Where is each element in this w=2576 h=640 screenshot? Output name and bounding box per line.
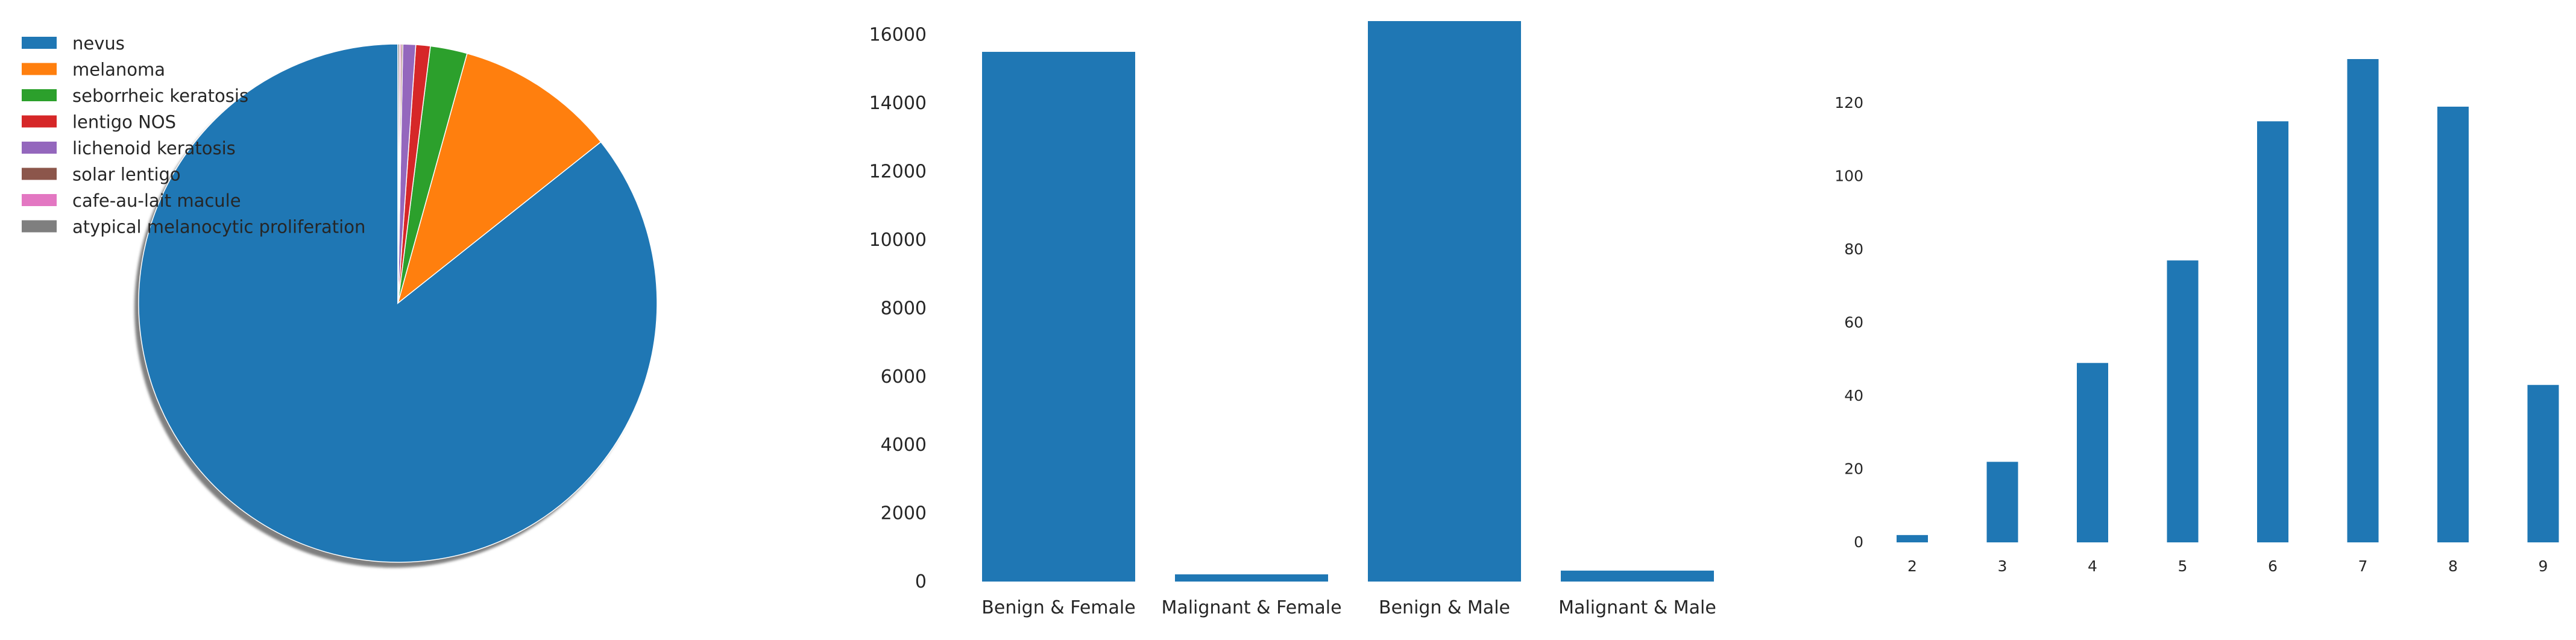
legend-label: nevus: [72, 33, 125, 54]
bar: [1561, 570, 1714, 582]
x-tick-label: Benign & Male: [1379, 597, 1510, 618]
pie-slice-melanoma: [397, 52, 602, 305]
y-tick-label: 8000: [881, 298, 927, 319]
pie-chart: [134, 43, 658, 568]
bar: [2077, 363, 2108, 542]
legend-label: solar lentigo: [72, 165, 181, 185]
y-tick-label: 120: [1834, 94, 1863, 111]
bar-chart-gender: 0 2000 4000 6000 8000 10000 12000 14000 16000 Ben…: [869, 21, 1716, 618]
bar: [2257, 121, 2288, 543]
legend-swatch: [22, 168, 57, 180]
legend-swatch: [22, 194, 57, 206]
bar-chart-counts: 0 20 40 60 80 100 120 2 3 4 5 6 7 8 9: [1834, 59, 2559, 575]
y-tick-label: 20: [1844, 460, 1863, 477]
x-tick-label: 3: [1998, 557, 2008, 575]
y-tick-label: 12000: [869, 162, 927, 183]
legend-swatch: [22, 115, 57, 128]
y-tick-label: 6000: [881, 366, 927, 387]
y-tick-label: 60: [1844, 313, 1863, 331]
x-tick-label: 2: [1907, 557, 1917, 575]
x-tick-label: Benign & Female: [981, 597, 1135, 618]
x-tick-label: 9: [2539, 557, 2548, 575]
legend-label: lentigo NOS: [72, 112, 176, 133]
x-tick-label: 4: [2088, 557, 2097, 575]
bar: [982, 52, 1135, 582]
pie-legend: nevus melanoma seborrheic keratosis lentigo…: [22, 33, 365, 237]
y-tick-label: 16000: [869, 25, 927, 46]
legend-label: seborrheic keratosis: [72, 86, 248, 106]
bar: [1986, 462, 2018, 542]
legend-label: lichenoid keratosis: [72, 138, 236, 158]
legend-label: atypical melanocytic proliferation: [72, 217, 365, 237]
bar: [2527, 384, 2559, 542]
bar: [2347, 59, 2379, 542]
y-tick-label: 80: [1844, 240, 1863, 258]
y-tick-label: 14000: [869, 93, 927, 114]
y-tick-label: 2000: [881, 503, 927, 524]
pie-slice-atypical-melanocytic-proliferation: [397, 43, 400, 304]
legend-label: cafe-au-lait macule: [72, 190, 241, 211]
x-tick-label: Malignant & Female: [1161, 597, 1341, 618]
y-tick-label: 0: [915, 571, 927, 592]
y-tick-label: 100: [1834, 167, 1863, 184]
bar: [2167, 260, 2199, 542]
bar: [1897, 535, 1928, 542]
bar: [1175, 574, 1328, 582]
y-tick-label: 0: [1854, 533, 1863, 551]
x-tick-label: Malignant & Male: [1558, 597, 1716, 618]
legend-swatch: [22, 89, 57, 101]
x-tick-label: 8: [2448, 557, 2458, 575]
x-tick-label: 5: [2178, 557, 2188, 575]
legend-swatch: [22, 63, 57, 75]
y-tick-label: 10000: [869, 230, 927, 251]
x-tick-label: 7: [2358, 557, 2368, 575]
legend-swatch: [22, 220, 57, 233]
x-tick-label: 6: [2268, 557, 2278, 575]
y-tick-label: 4000: [881, 435, 927, 456]
bar: [1368, 21, 1521, 582]
y-tick-label: 40: [1844, 387, 1863, 404]
legend-label: melanoma: [72, 60, 165, 80]
legend-swatch: [22, 37, 57, 49]
legend-swatch: [22, 142, 57, 154]
bar: [2437, 106, 2469, 542]
